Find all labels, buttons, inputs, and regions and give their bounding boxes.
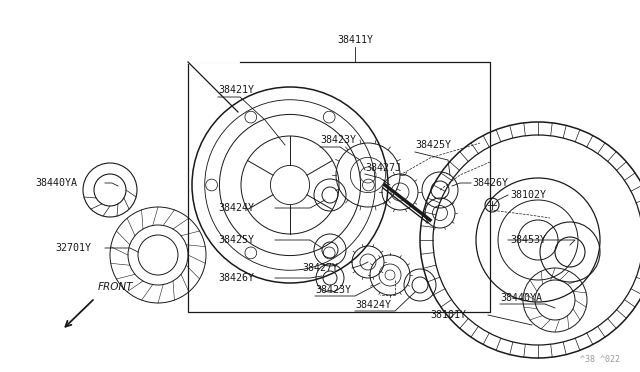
Text: FRONT: FRONT (98, 282, 134, 292)
Text: 32701Y: 32701Y (55, 243, 91, 253)
Text: 38426Y: 38426Y (472, 178, 508, 188)
Text: 38424Y: 38424Y (355, 300, 391, 310)
Text: 38453Y: 38453Y (510, 235, 546, 245)
Text: 38102Y: 38102Y (510, 190, 546, 200)
Text: 38427Y: 38427Y (302, 263, 338, 273)
Text: 38421Y: 38421Y (218, 85, 254, 95)
Text: 38425Y: 38425Y (415, 140, 451, 150)
Text: 38425Y: 38425Y (218, 235, 254, 245)
Text: 38426Y: 38426Y (218, 273, 254, 283)
Text: 38423Y: 38423Y (315, 285, 351, 295)
Text: 38101Y: 38101Y (430, 310, 466, 320)
Text: 38411Y: 38411Y (337, 35, 373, 45)
Text: 38427J: 38427J (365, 163, 401, 173)
Text: 38440YA: 38440YA (500, 293, 542, 303)
Text: 38423Y: 38423Y (320, 135, 356, 145)
Text: 38440YA: 38440YA (35, 178, 77, 188)
Text: 38424Y: 38424Y (218, 203, 254, 213)
Text: ^38 ^022: ^38 ^022 (580, 356, 620, 365)
